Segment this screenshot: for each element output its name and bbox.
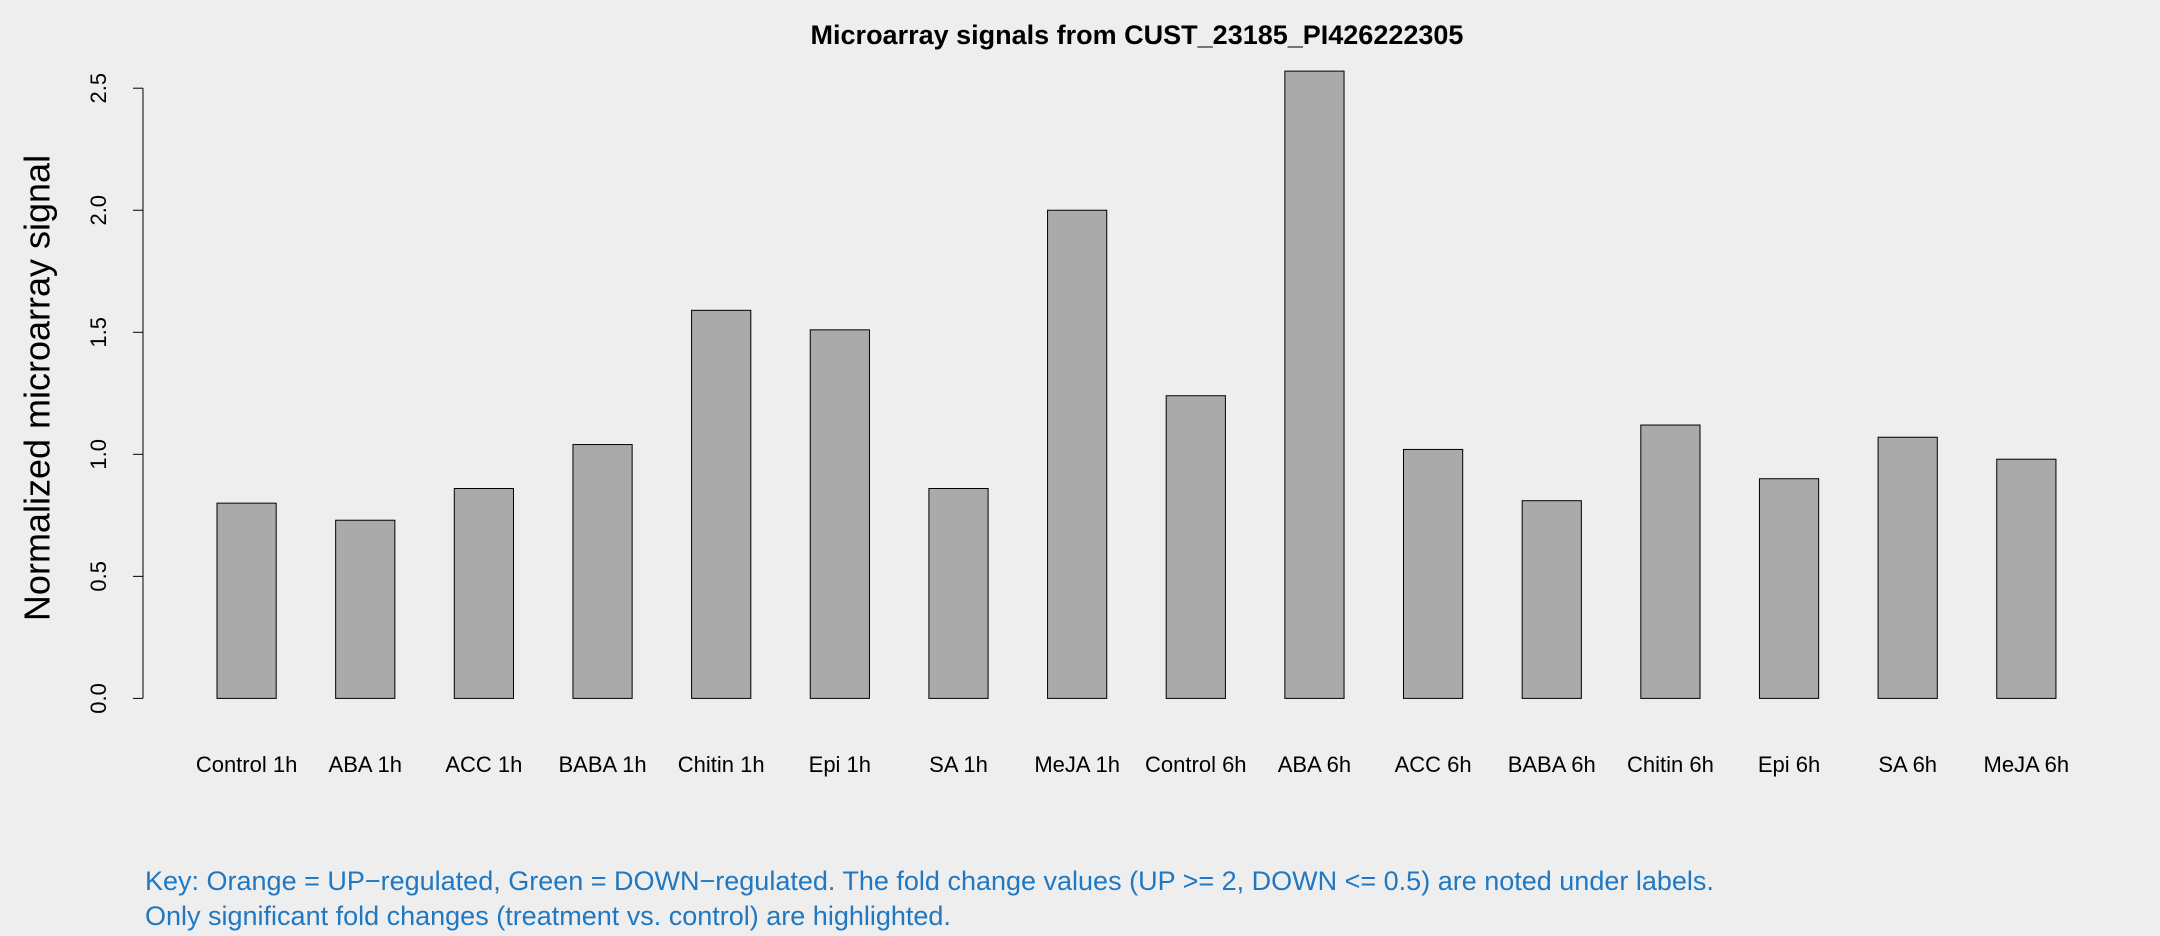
bar [1403, 448, 1464, 699]
x-tick-label: ACC 1h [445, 752, 522, 777]
bar [928, 487, 989, 699]
bar [809, 329, 870, 699]
bar [1877, 436, 1938, 699]
x-tick-label: ABA 6h [1278, 752, 1351, 777]
x-tick-label: MeJA 6h [1984, 752, 2070, 777]
bar [691, 309, 752, 699]
bar [1165, 395, 1226, 699]
bar [335, 519, 396, 699]
bar [1047, 209, 1108, 699]
y-tick-label: 2.0 [86, 195, 111, 226]
x-tick-label: SA 1h [929, 752, 988, 777]
key-note: Key: Orange = UP−regulated, Green = DOWN… [145, 866, 1714, 896]
y-axis-label: Normalized microarray signal [17, 155, 58, 621]
y-tick-label: 0.0 [86, 683, 111, 714]
bar [216, 502, 277, 699]
x-tick-label: ABA 1h [329, 752, 402, 777]
bar [1521, 500, 1582, 699]
x-tick-label: Control 1h [196, 752, 298, 777]
key-note: Only significant fold changes (treatment… [145, 901, 951, 931]
bar [572, 444, 633, 699]
bar [1758, 478, 1820, 699]
y-tick-label: 0.5 [86, 561, 111, 592]
bar [453, 487, 514, 699]
chart-title: Microarray signals from CUST_23185_PI426… [811, 20, 1464, 50]
x-tick-label: Epi 6h [1758, 752, 1820, 777]
x-tick-label: BABA 1h [559, 752, 647, 777]
x-tick-label: Chitin 1h [678, 752, 765, 777]
x-tick-label: MeJA 1h [1034, 752, 1120, 777]
x-tick-label: SA 6h [1878, 752, 1937, 777]
x-tick-label: Chitin 6h [1627, 752, 1714, 777]
y-tick-label: 2.5 [86, 73, 111, 104]
y-tick-label: 1.0 [86, 439, 111, 470]
x-tick-label: Control 6h [1145, 752, 1247, 777]
x-tick-label: BABA 6h [1508, 752, 1596, 777]
x-tick-label: Epi 1h [809, 752, 871, 777]
x-tick-label: ACC 6h [1395, 752, 1472, 777]
bar [1284, 70, 1345, 699]
bar [1996, 458, 2057, 699]
bar [1640, 424, 1701, 699]
y-tick-label: 1.5 [86, 317, 111, 348]
